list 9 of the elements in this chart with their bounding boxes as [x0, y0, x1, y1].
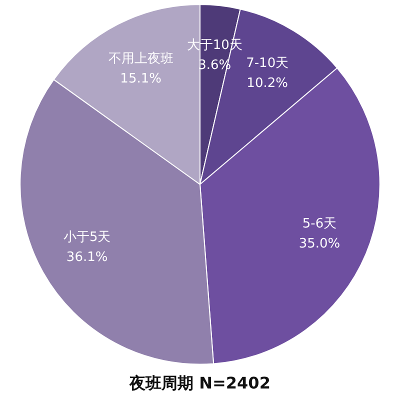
data-label: 15.1%	[120, 72, 162, 87]
slice-label: 小于5天	[63, 230, 111, 246]
slice-label: 5-6天	[302, 216, 337, 232]
slice-label: 不用上夜班	[108, 50, 174, 67]
data-label: 10.2%	[246, 76, 288, 92]
data-label: 35.0%	[298, 236, 340, 252]
slice-label: 7-10天	[246, 56, 289, 72]
text: 夜班周期 N=2402	[128, 374, 270, 393]
data-label: 36.1%	[66, 250, 108, 266]
